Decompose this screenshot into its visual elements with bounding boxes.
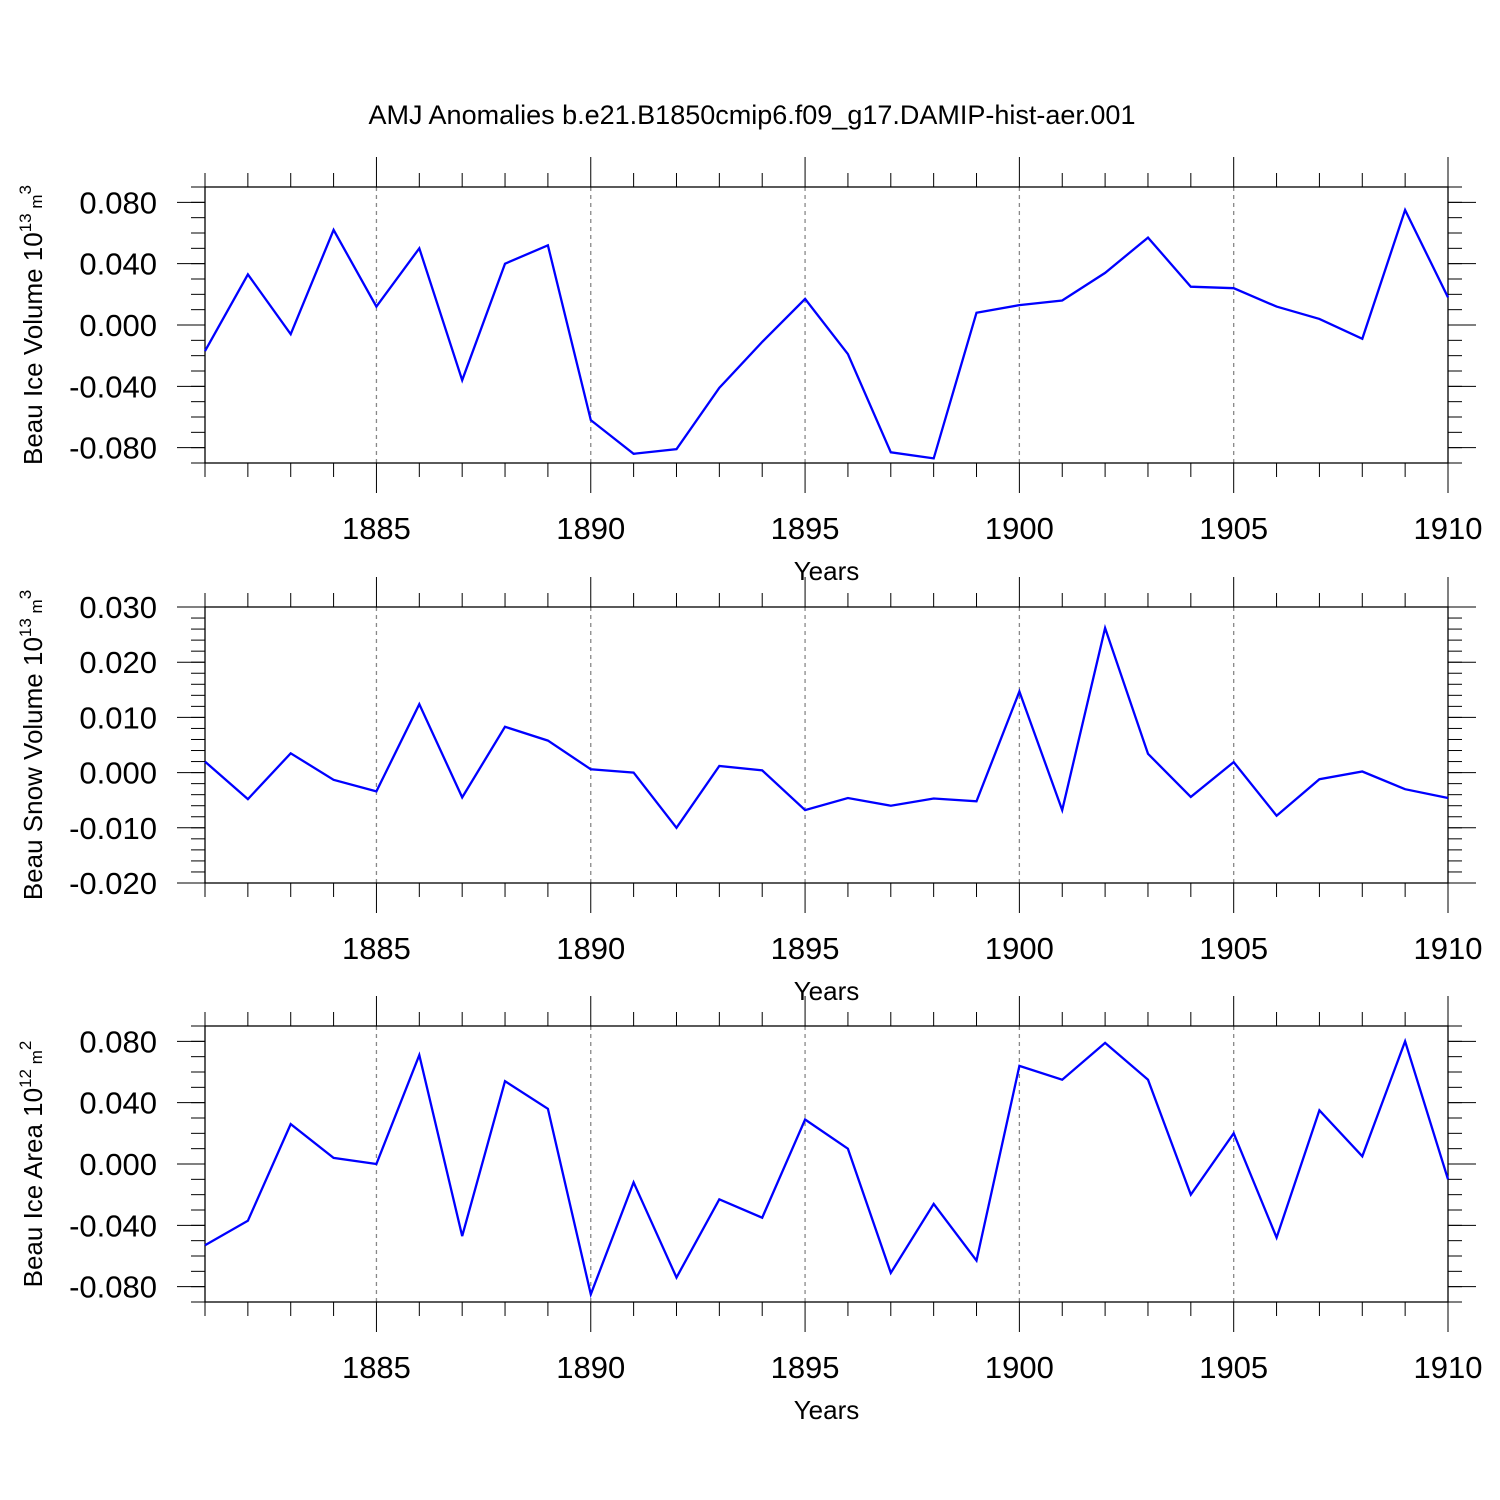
y-tick-label: 0.030 — [79, 590, 157, 625]
y-tick-label: 0.000 — [79, 1147, 157, 1182]
y-label-unit: m — [27, 599, 46, 618]
y-label-unit: m — [27, 194, 46, 213]
x-tick-label: 1910 — [1414, 931, 1483, 966]
y-label-text: Beau Ice Area 10 — [18, 1088, 48, 1287]
plot-frame — [204, 186, 1449, 464]
y-label-unit: m — [27, 1050, 46, 1069]
y-tick-label: -0.010 — [69, 811, 157, 846]
x-tick-label: 1885 — [342, 931, 411, 966]
y-tick-label: 0.040 — [79, 1086, 157, 1121]
y-tick-label: 0.020 — [79, 645, 157, 680]
y-label-unit-exponent: 3 — [16, 185, 35, 194]
y-tick-label: 0.080 — [79, 185, 157, 220]
x-tick-label: 1900 — [985, 511, 1054, 546]
y-tick-label: -0.080 — [69, 1270, 157, 1305]
x-tick-label: 1890 — [556, 1350, 625, 1385]
panel-1: 1885 1890 1895 1900 1905 1910 0.080 0.040 0.000 -… — [16, 157, 1482, 586]
x-tick-label: 1895 — [771, 1350, 840, 1385]
x-axis-label: Years — [794, 976, 860, 1006]
y-label-unit-exponent: 2 — [16, 1041, 35, 1050]
y-label-exponent: 12 — [16, 1069, 35, 1088]
y-label-unit-exponent: 3 — [16, 590, 35, 599]
x-tick-label: 1890 — [556, 511, 625, 546]
x-axis-label: Years — [794, 556, 860, 586]
panels: 1885 1890 1895 1900 1905 1910 0.080 0.040 0.000 -… — [16, 157, 1482, 1425]
y-tick-label: 0.000 — [79, 756, 157, 791]
x-tick-label: 1910 — [1414, 511, 1483, 546]
x-axis-label: Years — [794, 1395, 860, 1425]
plot-frame — [204, 606, 1449, 884]
y-tick-label: -0.040 — [69, 369, 157, 404]
y-axis-label: Beau Ice Volume 1013 m3 — [16, 185, 48, 465]
x-tick-label: 1885 — [342, 511, 411, 546]
series-line — [204, 623, 1449, 830]
x-tick-label: 1900 — [985, 1350, 1054, 1385]
y-tick-label: 0.000 — [79, 308, 157, 343]
y-tick-label: -0.040 — [69, 1208, 157, 1243]
y-label-exponent: 13 — [16, 618, 35, 637]
x-tick-label: 1910 — [1414, 1350, 1483, 1385]
x-tick-label: 1890 — [556, 931, 625, 966]
y-label-text: Beau Snow Volume 10 — [18, 637, 48, 900]
y-tick-label: -0.020 — [69, 866, 157, 901]
series-line — [203, 206, 1450, 460]
x-tick-label: 1905 — [1199, 511, 1268, 546]
x-tick-label: 1895 — [771, 511, 840, 546]
x-tick-label: 1905 — [1199, 931, 1268, 966]
y-tick-label: -0.080 — [69, 431, 157, 466]
y-tick-label: 0.080 — [79, 1024, 157, 1059]
x-tick-label: 1900 — [985, 931, 1054, 966]
chart-title: AMJ Anomalies b.e21.B1850cmip6.f09_g17.D… — [369, 100, 1136, 130]
y-label-exponent: 13 — [16, 213, 35, 232]
y-axis-label: Beau Ice Area 1012 m2 — [16, 1041, 48, 1288]
y-tick-label: 0.040 — [79, 247, 157, 282]
y-tick-label: 0.010 — [79, 700, 157, 735]
x-tick-label: 1895 — [771, 931, 840, 966]
y-axis-label: Beau Snow Volume 1013 m3 — [16, 590, 48, 900]
panel-2: 1885 1890 1895 1900 1905 1910 0.030 0.020 0.010 0… — [16, 577, 1482, 1006]
x-tick-label: 1905 — [1199, 1350, 1268, 1385]
series-line — [204, 1037, 1450, 1299]
x-tick-label: 1885 — [342, 1350, 411, 1385]
panel-3: 1885 1890 1895 1900 1905 1910 0.080 0.040 0.000 -… — [16, 996, 1482, 1425]
plot-frame — [204, 1025, 1449, 1303]
y-label-text: Beau Ice Volume 10 — [18, 232, 48, 465]
